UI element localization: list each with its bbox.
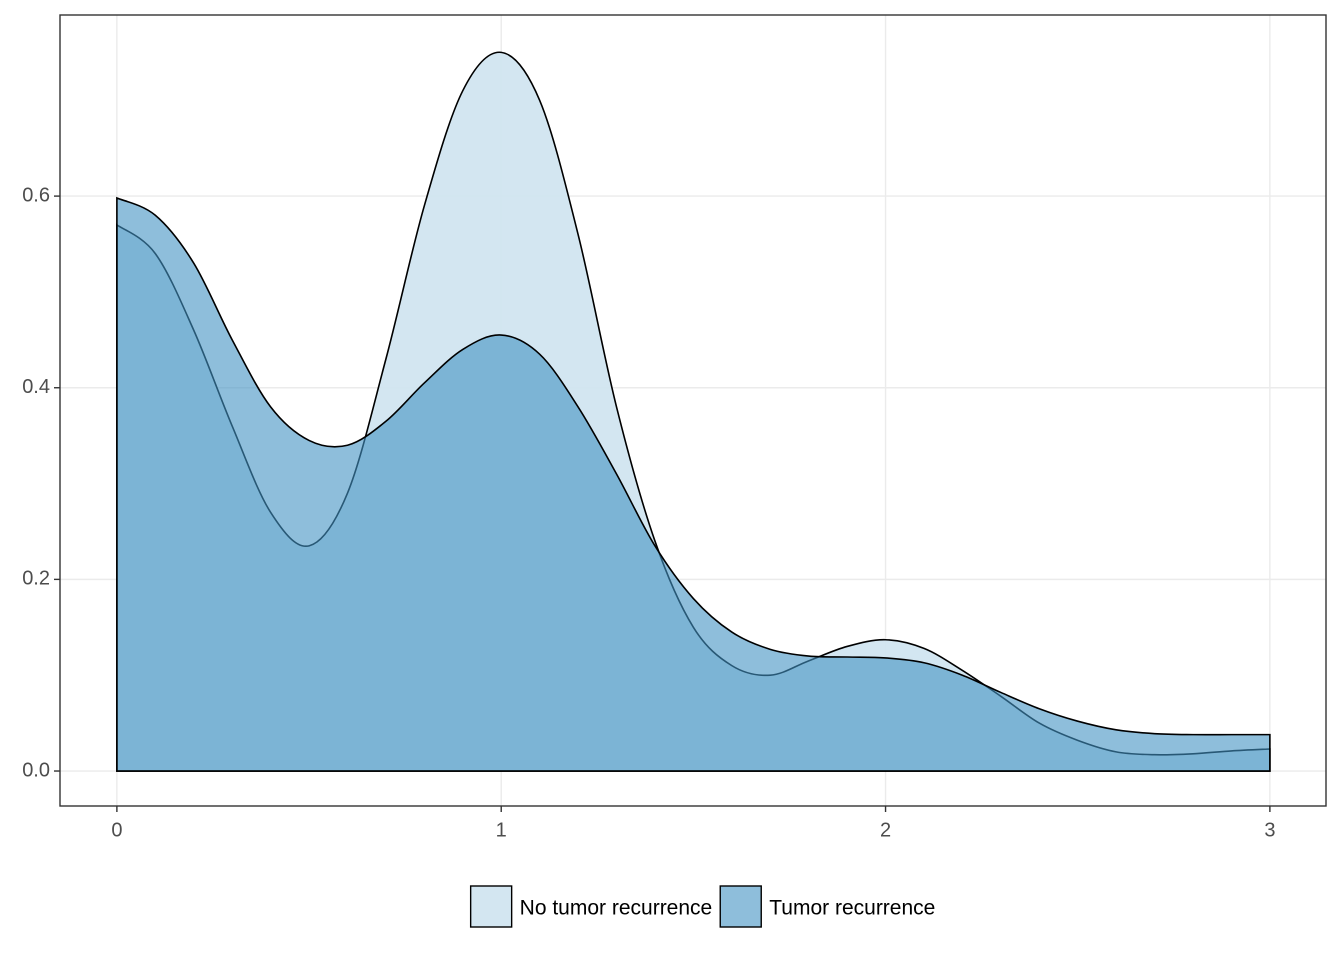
density-area [116,196,1271,772]
x-tick-label: 3 [1264,819,1275,841]
y-tick-label: 0.4 [22,376,50,398]
x-tick-label: 0 [111,819,122,841]
legend-key [719,885,762,928]
x-tick-label: 1 [496,819,507,841]
legend-label: Tumor recurrence [769,897,935,920]
x-tick-label: 2 [880,819,891,841]
y-tick-label: 0.2 [22,568,50,590]
legend-label: No tumor recurrence [520,897,713,920]
legend-key [469,885,513,928]
y-tick-label: 0.0 [22,759,50,781]
legend: No tumor recurrence Tumor recurrence [469,885,935,928]
y-tick-label: 0.6 [22,184,50,206]
plot-border [59,14,1327,807]
